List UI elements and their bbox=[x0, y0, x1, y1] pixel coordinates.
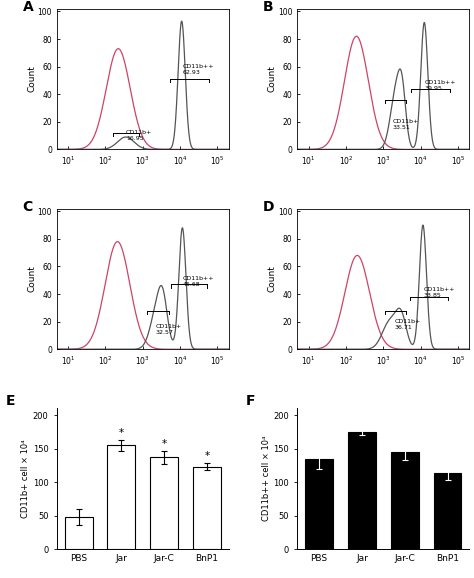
Bar bbox=[391, 452, 419, 549]
Y-axis label: Count: Count bbox=[268, 65, 277, 92]
Text: *: * bbox=[162, 439, 167, 449]
Text: *: * bbox=[119, 428, 124, 438]
Bar bbox=[434, 473, 462, 549]
Text: CD11b+
16.95: CD11b+ 16.95 bbox=[126, 130, 152, 141]
Text: C: C bbox=[22, 200, 33, 214]
Text: *: * bbox=[204, 451, 210, 461]
Bar bbox=[150, 457, 178, 549]
Text: A: A bbox=[22, 0, 33, 14]
Text: CD11b++
33.85: CD11b++ 33.85 bbox=[424, 287, 455, 298]
Bar bbox=[193, 466, 221, 549]
Bar bbox=[305, 458, 333, 549]
Text: CD11b++
39.95: CD11b++ 39.95 bbox=[424, 80, 456, 91]
Y-axis label: Count: Count bbox=[27, 65, 36, 92]
Text: CD11b+
32.57: CD11b+ 32.57 bbox=[156, 324, 182, 335]
Text: CD11b++
62.93: CD11b++ 62.93 bbox=[183, 64, 215, 75]
Text: CD11b++
45.68: CD11b++ 45.68 bbox=[183, 276, 215, 287]
Bar bbox=[348, 432, 376, 549]
Bar bbox=[108, 445, 135, 549]
Text: F: F bbox=[246, 394, 255, 408]
Text: B: B bbox=[263, 0, 273, 14]
Text: CD11b+
36.71: CD11b+ 36.71 bbox=[394, 319, 421, 329]
Y-axis label: Count: Count bbox=[268, 265, 277, 292]
Bar bbox=[64, 517, 92, 549]
Text: CD11b+
33.51: CD11b+ 33.51 bbox=[392, 119, 419, 130]
Text: D: D bbox=[263, 200, 274, 214]
Text: E: E bbox=[5, 394, 15, 408]
Y-axis label: Count: Count bbox=[27, 265, 36, 292]
Y-axis label: CD11b++ cell × 10⁴: CD11b++ cell × 10⁴ bbox=[262, 436, 271, 521]
Y-axis label: CD11b+ cell × 10⁴: CD11b+ cell × 10⁴ bbox=[21, 439, 30, 518]
